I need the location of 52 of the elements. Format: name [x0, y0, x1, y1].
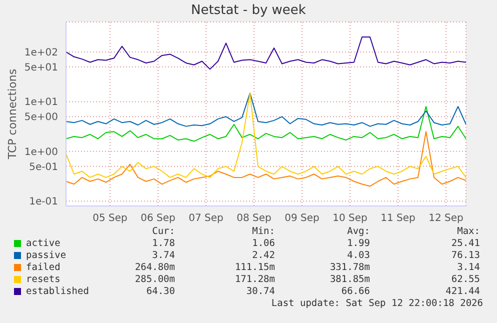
text: 1.99: [347, 238, 370, 249]
line-series: [66, 131, 466, 187]
text: Last update: Sat Sep 12 22:00:18 2026: [271, 298, 483, 309]
text: 285.00m: [134, 274, 175, 285]
text: 331.78m: [330, 262, 370, 273]
legend-label: failed: [26, 262, 60, 273]
text: 1.78: [152, 238, 175, 249]
chart-title: Netstat - by week: [190, 3, 307, 18]
y-tick-label: 1e+02: [24, 48, 58, 58]
y-tick-label: 5e-01: [29, 162, 58, 173]
text: 381.85m: [330, 274, 370, 285]
text: 64.30: [146, 286, 175, 297]
text: 171.28m: [234, 274, 275, 285]
text: Min:: [252, 226, 275, 237]
text: 66.66: [341, 286, 370, 297]
legend-label: passive: [26, 250, 66, 261]
y-tick-label: 5e+00: [24, 112, 58, 124]
y-tick-label: 1e+00: [24, 146, 58, 158]
x-tick-label: 11 Sep: [380, 213, 416, 224]
text: 3.74: [152, 250, 175, 261]
line-series: [66, 106, 466, 142]
text: Avg:: [347, 226, 370, 237]
x-tick-label: 09 Sep: [284, 213, 320, 224]
y-tick-label: 1e-01: [29, 196, 58, 208]
text: 30.74: [246, 286, 275, 297]
text: Cur:: [152, 226, 175, 237]
x-tick-label: 10 Sep: [332, 213, 368, 224]
x-tick-label: 08 Sep: [236, 213, 272, 224]
text: 25.41: [451, 238, 480, 249]
text: 421.44: [446, 286, 480, 297]
legend-label: resets: [26, 274, 60, 285]
text: 2.42: [252, 250, 275, 261]
y-tick-label: 5e+01: [24, 62, 58, 74]
y-tick-label: 1e+01: [24, 97, 58, 108]
text: 4.03: [347, 250, 370, 261]
x-tick-label: 12 Sep: [428, 213, 464, 224]
x-tick-label: 05 Sep: [92, 213, 128, 224]
line-series: [66, 92, 466, 178]
line-series: [66, 92, 466, 127]
line-series: [66, 36, 466, 70]
legend-label: active: [26, 238, 60, 249]
text: 264.80m: [134, 262, 175, 273]
text: 1.06: [252, 238, 275, 249]
legend-label: established: [26, 286, 89, 297]
x-tick-label: 06 Sep: [140, 213, 176, 224]
y-axis-title: TCP connections: [6, 68, 19, 160]
text: 76.13: [451, 250, 480, 261]
text: 111.15m: [234, 262, 275, 273]
text: 3.14: [457, 262, 480, 273]
x-tick-label: 07 Sep: [188, 213, 224, 224]
text: 62.55: [451, 274, 480, 285]
text: Max:: [457, 226, 480, 237]
